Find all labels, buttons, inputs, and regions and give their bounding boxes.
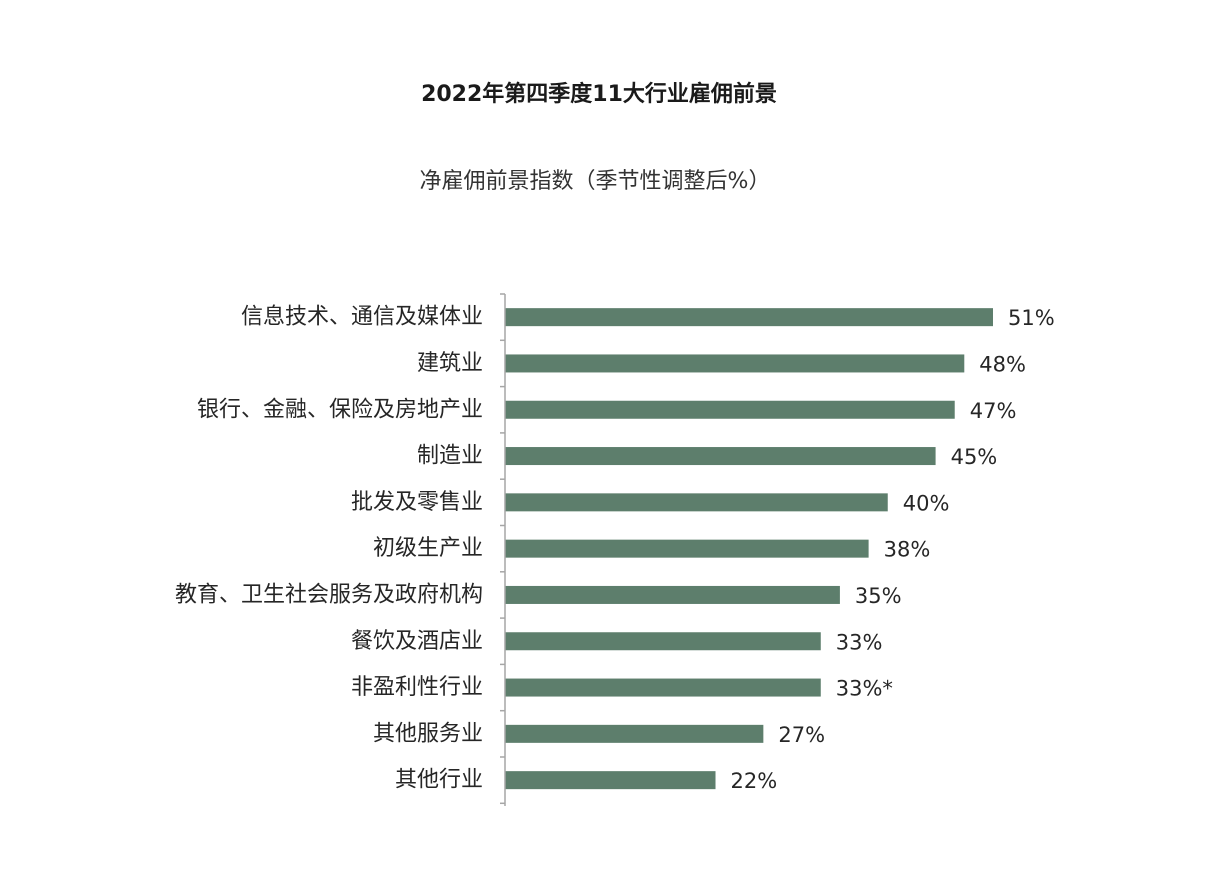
value-label-0: 51% — [1008, 306, 1055, 330]
category-label-0: 信息技术、通信及媒体业 — [241, 305, 483, 330]
bars-layer — [505, 308, 993, 790]
value-label-4: 40% — [903, 491, 950, 515]
bar-0 — [505, 308, 993, 327]
category-label-2: 银行、金融、保险及房地产业 — [197, 397, 483, 422]
category-label-4: 批发及零售业 — [351, 490, 483, 515]
bar-8 — [505, 678, 821, 697]
category-label-9: 其他服务业 — [373, 721, 483, 746]
category-labels: 信息技术、通信及媒体业建筑业银行、金融、保险及房地产业制造业批发及零售业初级生产… — [175, 305, 483, 793]
bar-1 — [505, 354, 965, 373]
bar-2 — [505, 400, 955, 419]
value-label-8: 33%* — [836, 677, 893, 701]
value-label-3: 45% — [951, 445, 998, 469]
bar-5 — [505, 539, 869, 558]
bar-9 — [505, 724, 764, 743]
category-label-5: 初级生产业 — [373, 536, 483, 561]
chart-subtitle: 净雇佣前景指数（季节性调整后%） — [419, 169, 771, 194]
value-label-5: 38% — [884, 538, 931, 562]
bar-6 — [505, 585, 840, 604]
chart-title: 2022年第四季度11大行业雇佣前景 — [421, 82, 777, 107]
value-label-10: 22% — [731, 769, 778, 793]
y-axis-ticks — [500, 293, 505, 805]
category-label-7: 餐饮及酒店业 — [351, 629, 483, 654]
bar-3 — [505, 447, 936, 466]
category-label-8: 非盈利性行业 — [351, 675, 483, 700]
value-label-1: 48% — [979, 352, 1026, 376]
value-label-2: 47% — [970, 399, 1017, 423]
category-label-10: 其他行业 — [395, 768, 483, 793]
category-label-1: 建筑业 — [417, 351, 483, 376]
bar-10 — [505, 771, 716, 790]
category-label-3: 制造业 — [417, 444, 483, 469]
category-label-6: 教育、卫生社会服务及政府机构 — [175, 582, 483, 607]
value-label-9: 27% — [778, 723, 825, 747]
value-label-6: 35% — [855, 584, 902, 608]
bar-4 — [505, 493, 888, 512]
value-labels: 51% 48% 47% 45%40% 38% 35% 33% 33%* 27%22% — [731, 306, 1055, 793]
value-label-7: 33% — [836, 630, 883, 654]
bar-7 — [505, 632, 821, 651]
